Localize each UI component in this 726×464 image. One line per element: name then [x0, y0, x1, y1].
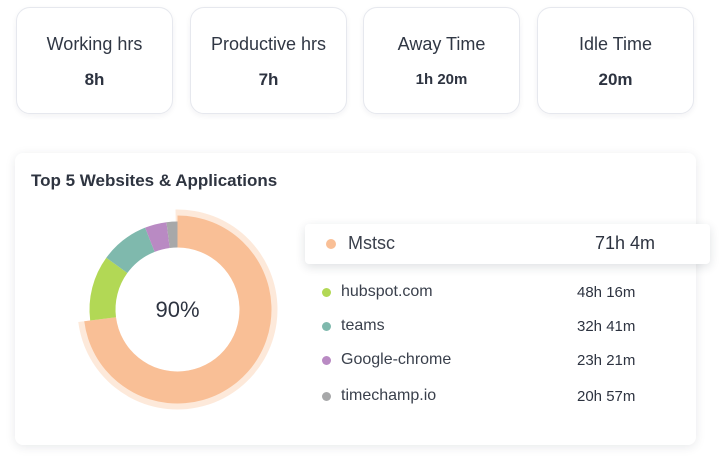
legend-row-hubspot[interactable]: hubspot.com 48h 16m — [322, 282, 662, 304]
legend-item-name: timechamp.io — [341, 387, 437, 404]
usage-donut-chart — [78, 209, 278, 410]
idle-time-value: 20m — [598, 70, 633, 89]
donut-slice-google-chrome[interactable] — [145, 222, 170, 252]
legend-item-time: 48h 16m — [577, 284, 636, 301]
productive-hrs-value: 7h — [258, 70, 279, 89]
highlight-row-mstsc[interactable]: Mstsc 71h 4m — [305, 224, 710, 264]
highlight-app-time: 71h 4m — [595, 233, 656, 253]
donut-slice-hubspot-com[interactable] — [89, 257, 128, 321]
donut-center-label: 90% — [155, 296, 200, 322]
working-hrs-card: Working hrs 8h — [16, 7, 173, 114]
idle-time-card: Idle Time 20m — [537, 7, 694, 114]
working-hrs-value: 8h — [84, 70, 105, 89]
mstsc-color-dot — [326, 239, 336, 249]
donut-slice-mstsc[interactable] — [84, 215, 272, 404]
top-apps-title: Top 5 Websites & Applications — [31, 171, 278, 190]
legend-item-name: Google-chrome — [341, 351, 452, 368]
donut-slice-timechamp-io[interactable] — [166, 221, 178, 248]
hubspot-color-dot — [322, 288, 331, 297]
timechamp-color-dot — [322, 392, 331, 401]
legend-item-name: hubspot.com — [341, 283, 433, 300]
idle-time-label: Idle Time — [578, 34, 653, 54]
legend-row-teams[interactable]: teams 32h 41m — [322, 316, 662, 338]
legend-row-timechamp[interactable]: timechamp.io 20h 57m — [322, 386, 662, 408]
away-time-label: Away Time — [397, 34, 486, 54]
legend-row-google-chrome[interactable]: Google-chrome 23h 21m — [322, 350, 662, 372]
legend-item-time: 32h 41m — [577, 318, 636, 335]
highlight-app-name: Mstsc — [348, 233, 395, 253]
away-time-card: Away Time 1h 20m — [363, 7, 520, 114]
legend-item-time: 23h 21m — [577, 352, 636, 369]
google-chrome-color-dot — [322, 356, 331, 365]
teams-color-dot — [322, 322, 331, 331]
productive-hrs-card: Productive hrs 7h — [190, 7, 347, 114]
legend-item-time: 20h 57m — [577, 388, 636, 405]
working-hrs-label: Working hrs — [46, 34, 143, 54]
top-apps-panel: Top 5 Websites & Applications 90% — [15, 153, 696, 445]
away-time-value: 1h 20m — [415, 71, 468, 88]
productive-hrs-label: Productive hrs — [210, 34, 327, 54]
donut-slice-teams[interactable] — [106, 227, 155, 274]
legend-item-name: teams — [341, 317, 385, 334]
